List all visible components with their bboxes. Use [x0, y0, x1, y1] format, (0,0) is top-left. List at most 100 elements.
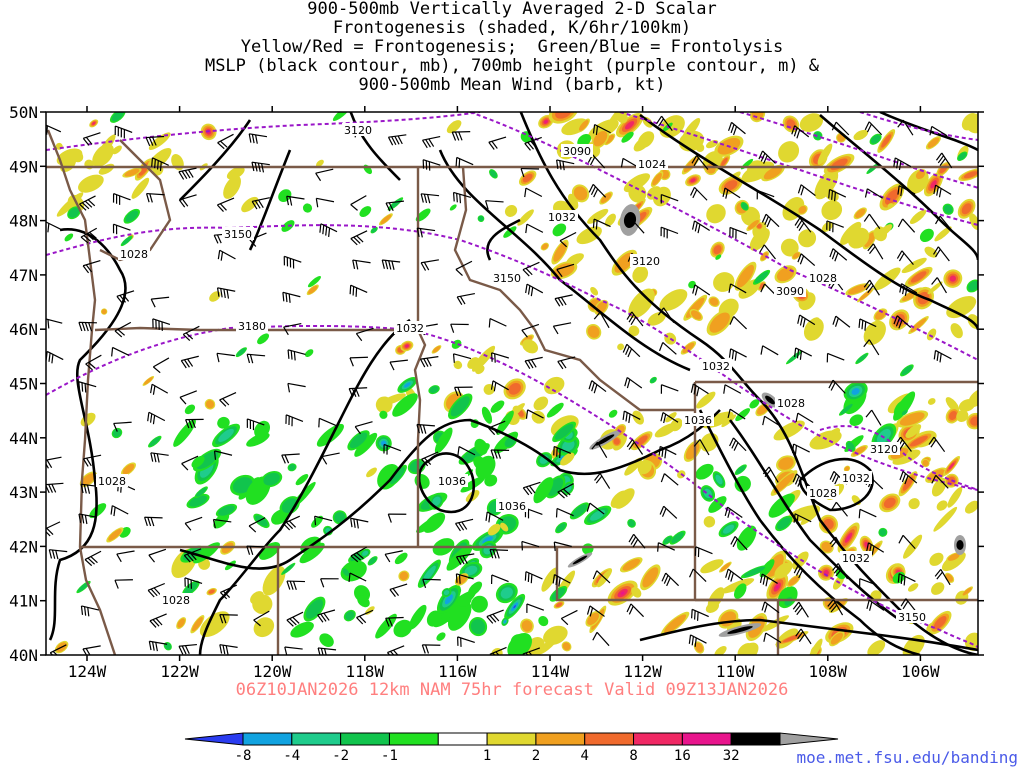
barb-flag — [78, 322, 83, 332]
barb-flag — [319, 223, 322, 233]
barb-flag — [893, 157, 896, 167]
contour-label: 3150 — [491, 271, 523, 285]
barb-staff — [868, 121, 883, 136]
shade-cell — [901, 410, 908, 415]
contour-label: 1032 — [546, 210, 578, 224]
barb-staff — [149, 640, 168, 645]
barb-staff — [757, 189, 775, 198]
wind-barb — [729, 226, 748, 239]
shade-cell — [522, 173, 533, 183]
barb-staff — [46, 482, 64, 486]
shade-cell — [564, 484, 572, 493]
barb-flag — [588, 184, 594, 193]
wind-barb — [826, 220, 844, 233]
shade-cell — [958, 152, 967, 160]
shade-cell — [787, 352, 801, 363]
barb-flag — [281, 454, 286, 464]
barb-staff — [79, 195, 96, 205]
mslp-line — [198, 318, 411, 655]
wind-barb — [691, 220, 711, 234]
barb-flag — [929, 126, 933, 136]
barb-staff — [246, 545, 265, 548]
barb-staff — [146, 192, 165, 196]
shade-cell — [915, 170, 926, 180]
barb-staff — [835, 315, 851, 328]
barb-flag — [831, 121, 837, 131]
mslp-line — [349, 112, 401, 181]
wind-barb — [831, 501, 848, 517]
shade-cell — [709, 312, 730, 333]
barb-staff — [247, 418, 265, 426]
barb-flag — [829, 536, 837, 545]
barb-flag — [793, 127, 798, 137]
barb-flag — [491, 140, 498, 149]
barb-flag — [191, 419, 196, 429]
contour-label: 1036 — [496, 499, 528, 513]
barb-flag — [397, 135, 403, 145]
wind-barb — [457, 446, 476, 456]
colorbar-tick-label: 32 — [723, 748, 740, 764]
barb-staff — [389, 359, 408, 363]
shade-cell — [887, 203, 894, 209]
shade-cell — [362, 550, 369, 556]
wind-barb — [866, 599, 885, 611]
contour-label-text: 1032 — [702, 360, 730, 373]
shade-cell — [777, 517, 791, 530]
barb-flag — [895, 317, 901, 327]
shade-cell — [503, 226, 517, 238]
shade-cell — [205, 400, 215, 409]
barb-staff — [287, 382, 306, 388]
shade-cell — [464, 565, 478, 576]
barb-flag — [222, 645, 226, 655]
barb-flag — [486, 616, 494, 624]
shade-cell — [278, 189, 292, 202]
barb-flag — [78, 381, 81, 391]
barb-flag — [628, 314, 635, 323]
wind-barb — [486, 609, 504, 624]
shade-cell — [846, 442, 855, 451]
wind-barb — [556, 263, 575, 278]
lat-label: 42N — [9, 537, 38, 556]
wind-barb — [797, 314, 816, 328]
barb-flag — [87, 557, 95, 565]
barb-flag — [792, 473, 798, 483]
wind-barb — [660, 473, 679, 486]
barb-staff — [453, 353, 472, 360]
wind-barb — [455, 518, 474, 532]
barb-flag — [904, 475, 909, 485]
barb-flag — [524, 360, 531, 369]
contour-label: 3120 — [630, 254, 662, 268]
barb-flag — [694, 222, 698, 232]
shade-cell — [907, 583, 919, 592]
barb-flag — [249, 239, 257, 247]
shade-cell — [177, 618, 185, 628]
barb-flag — [152, 619, 160, 627]
barb-flag — [898, 160, 902, 171]
shade-cell — [765, 395, 775, 405]
wind-barb — [933, 349, 952, 363]
barb-staff — [521, 323, 540, 331]
barb-staff — [626, 377, 643, 389]
barb-staff — [219, 249, 236, 260]
barb-staff — [764, 415, 781, 427]
wind-barb — [727, 408, 746, 420]
wind-barb — [286, 195, 305, 206]
barb-flag — [46, 530, 51, 537]
barb-flag — [490, 380, 494, 390]
barb-staff — [151, 383, 169, 394]
barb-flag — [592, 570, 598, 580]
credit-link[interactable]: moe.met.fsu.edu/banding — [796, 748, 1018, 767]
shade-cell — [80, 412, 96, 427]
barb-staff — [724, 187, 741, 199]
shade-cell — [814, 132, 822, 140]
shade-cell — [808, 638, 823, 655]
barb-flag — [249, 354, 254, 364]
barb-flag — [761, 601, 766, 611]
barb-flag — [152, 366, 161, 374]
barb-flag — [731, 350, 735, 360]
shade-cell — [255, 515, 268, 527]
shade-cell — [782, 634, 802, 643]
barb-staff — [554, 294, 573, 300]
barb-flag — [147, 517, 152, 527]
wind-barb — [152, 357, 170, 374]
